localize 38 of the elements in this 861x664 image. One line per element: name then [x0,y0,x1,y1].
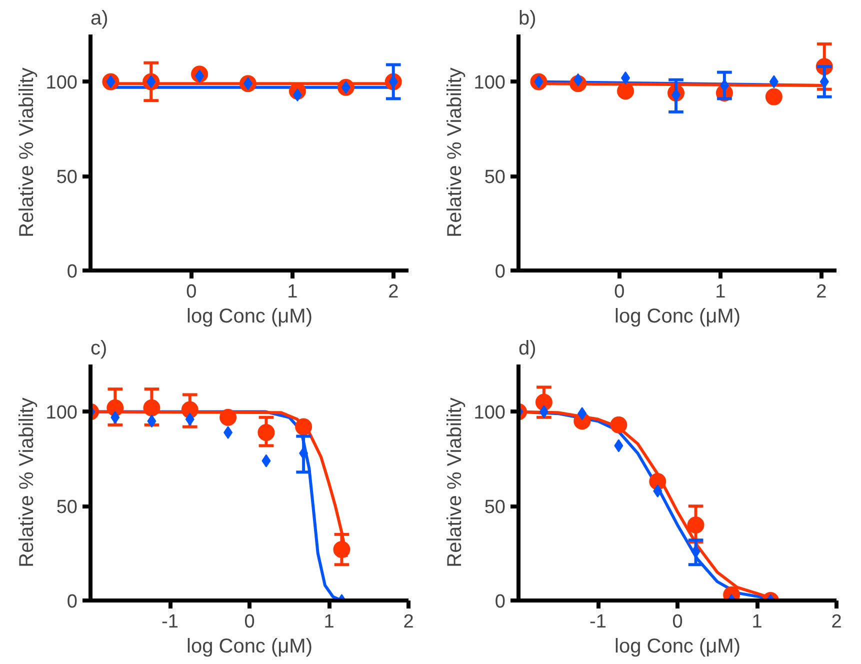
x-tick-label: 2 [831,612,842,632]
y-tick-label: 100 [46,72,78,94]
x-tick-label: 0 [244,612,255,632]
x-axis-title: log Conc (μM) [186,636,312,658]
x-tick-label: 0 [672,612,683,632]
x-tick-label: 2 [388,282,399,302]
y-axis-title: Relative % Viability [444,398,466,568]
x-tick-label: 1 [287,282,298,302]
y-axis-title: Relative % Viability [16,68,38,238]
x-tick-label: -1 [162,612,178,632]
chart-title: d) [518,338,536,360]
y-tick-label: 0 [66,262,78,282]
y-tick-label: 100 [474,402,506,424]
y-tick-label: 50 [484,497,506,518]
y-tick-label: 0 [66,592,78,612]
x-tick-label: 1 [752,612,762,632]
chart-title: a) [90,8,108,30]
x-tick-label: 1 [715,282,726,302]
x-tick-label: 2 [403,612,414,632]
x-tick-label: 0 [614,282,625,302]
y-tick-label: 100 [474,72,506,94]
chart-title: c) [90,338,108,360]
y-axis-title: Relative % Viability [444,68,466,238]
x-tick-label: 2 [816,282,827,302]
x-tick-label: 1 [324,612,334,632]
x-tick-label: -1 [590,612,606,632]
y-tick-label: 50 [56,497,78,518]
x-axis-title: log Conc (μM) [186,306,312,328]
y-axis-title: Relative % Viability [16,398,38,568]
chart-title: b) [518,8,536,30]
y-tick-label: 50 [56,167,78,188]
y-tick-label: 50 [484,167,506,188]
y-tick-label: 100 [46,402,78,424]
x-axis-title: log Conc (μM) [614,636,740,658]
y-tick-label: 0 [494,592,506,612]
x-tick-label: 0 [186,282,197,302]
x-axis-title: log Conc (μM) [614,306,740,328]
y-tick-label: 0 [494,262,506,282]
